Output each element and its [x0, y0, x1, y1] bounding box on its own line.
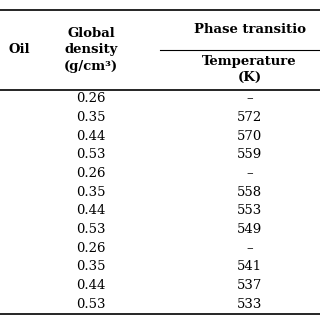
Text: 0.53: 0.53	[76, 298, 106, 311]
Text: 553: 553	[237, 204, 262, 217]
Text: 541: 541	[237, 260, 262, 273]
Text: –: –	[246, 167, 253, 180]
Text: –: –	[246, 92, 253, 105]
Text: 549: 549	[237, 223, 262, 236]
Text: 558: 558	[237, 186, 262, 199]
Text: 533: 533	[237, 298, 262, 311]
Text: 0.44: 0.44	[76, 130, 106, 143]
Text: 0.35: 0.35	[76, 186, 106, 199]
Text: 0.26: 0.26	[76, 92, 106, 105]
Text: 0.26: 0.26	[76, 167, 106, 180]
Text: 572: 572	[237, 111, 262, 124]
Text: –: –	[246, 242, 253, 255]
Text: 0.35: 0.35	[76, 260, 106, 273]
Text: 0.53: 0.53	[76, 223, 106, 236]
Text: 0.53: 0.53	[76, 148, 106, 161]
Text: 0.26: 0.26	[76, 242, 106, 255]
Text: Oil: Oil	[8, 43, 30, 56]
Text: Global
density
(g/cm³): Global density (g/cm³)	[64, 27, 118, 73]
Text: Phase transitio: Phase transitio	[194, 23, 306, 36]
Text: 559: 559	[237, 148, 262, 161]
Text: 570: 570	[237, 130, 262, 143]
Text: 0.44: 0.44	[76, 204, 106, 217]
Text: 0.35: 0.35	[76, 111, 106, 124]
Text: Temperature
(K): Temperature (K)	[202, 55, 297, 84]
Text: 0.44: 0.44	[76, 279, 106, 292]
Text: 537: 537	[237, 279, 262, 292]
